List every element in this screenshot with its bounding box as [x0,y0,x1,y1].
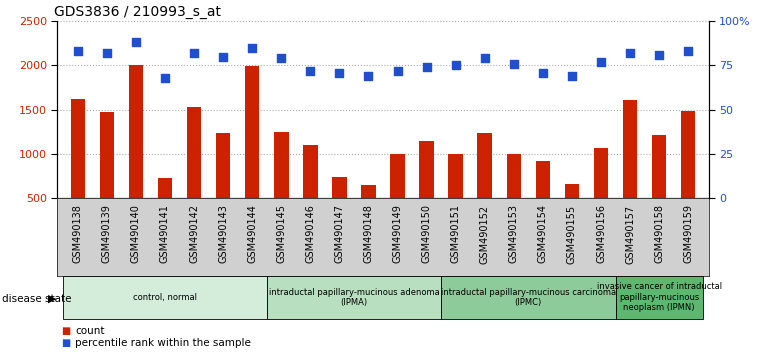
Point [304,68,316,74]
Text: GSM490154: GSM490154 [538,205,548,263]
Text: ■: ■ [61,326,70,336]
Point [682,48,694,54]
Point [217,54,229,59]
Bar [187,107,201,242]
Bar [332,177,347,242]
Text: GSM490155: GSM490155 [567,205,577,264]
Point [391,68,404,74]
Text: GSM490143: GSM490143 [218,205,228,263]
Bar [274,132,289,242]
Point [362,73,375,79]
Point [129,40,142,45]
Bar [267,276,441,319]
Text: invasive cancer of intraductal
papillary-mucinous
neoplasm (IPMN): invasive cancer of intraductal papillary… [597,282,722,312]
Text: intraductal papillary-mucinous adenoma
(IPMA): intraductal papillary-mucinous adenoma (… [269,288,440,307]
Text: GSM490148: GSM490148 [363,205,374,263]
Text: GSM490142: GSM490142 [189,205,199,263]
Bar [616,276,702,319]
Point [246,45,258,51]
Text: count: count [75,326,105,336]
Text: intraductal papillary-mucinous carcinoma
(IPMC): intraductal papillary-mucinous carcinoma… [440,288,616,307]
Bar [419,141,434,242]
Text: GSM490159: GSM490159 [683,205,693,263]
Bar [70,99,85,242]
Text: GSM490141: GSM490141 [160,205,170,263]
Text: GSM490139: GSM490139 [102,205,112,263]
Bar [441,276,616,319]
Point [624,50,637,56]
Bar [216,133,231,242]
Bar [390,154,404,242]
Point [421,64,433,70]
Bar [681,111,696,242]
Point [566,73,578,79]
Bar [362,185,376,242]
Bar [100,113,114,242]
Bar [594,148,608,242]
Point [537,70,549,75]
Text: GSM490150: GSM490150 [421,205,431,263]
Text: GSM490146: GSM490146 [306,205,316,263]
Text: ▶: ▶ [47,294,56,304]
Text: GSM490152: GSM490152 [480,205,489,264]
Point [450,63,462,68]
Point [72,48,84,54]
Text: GSM490153: GSM490153 [509,205,519,263]
Point [479,56,491,61]
Text: GSM490151: GSM490151 [450,205,460,263]
Bar [565,184,579,242]
Text: GSM490147: GSM490147 [335,205,345,263]
Text: GSM490138: GSM490138 [73,205,83,263]
Point [333,70,345,75]
Text: GSM490145: GSM490145 [277,205,286,263]
Point [508,61,520,67]
Point [188,50,200,56]
Text: GSM490140: GSM490140 [131,205,141,263]
Bar [652,136,666,242]
Bar [158,178,172,242]
Bar [245,67,260,242]
Text: GDS3836 / 210993_s_at: GDS3836 / 210993_s_at [54,5,221,19]
Bar [129,65,143,242]
Point [653,52,665,58]
Point [275,56,287,61]
Text: percentile rank within the sample: percentile rank within the sample [75,338,251,348]
Bar [535,161,550,242]
Text: GSM490157: GSM490157 [625,205,635,264]
Text: GSM490156: GSM490156 [596,205,606,263]
Text: ■: ■ [61,338,70,348]
Text: GSM490158: GSM490158 [654,205,664,263]
Text: GSM490144: GSM490144 [247,205,257,263]
Text: GSM490149: GSM490149 [392,205,403,263]
Bar [303,145,318,242]
Bar [448,154,463,242]
Point [159,75,171,81]
Bar [506,154,521,242]
Text: disease state: disease state [2,294,71,304]
Point [595,59,607,65]
Text: control, normal: control, normal [133,293,197,302]
Point [101,50,113,56]
Bar [477,133,492,242]
Bar [64,276,267,319]
Bar [623,100,637,242]
